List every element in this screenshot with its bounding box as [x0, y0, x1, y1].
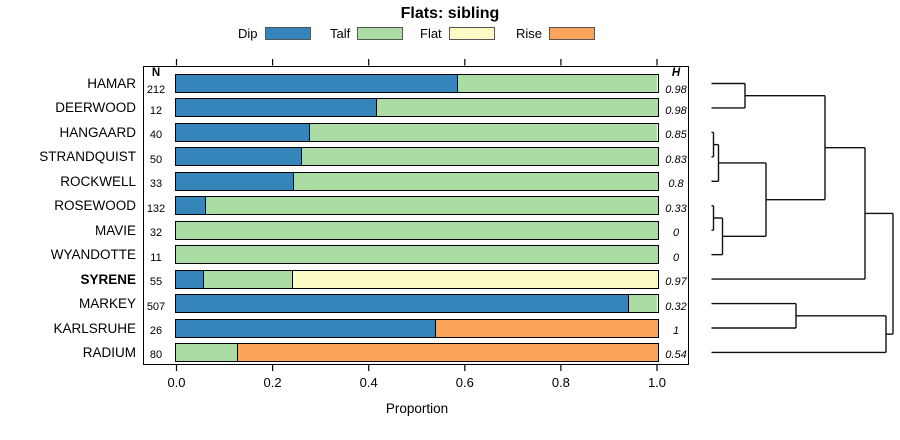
legend-item-flat: Flat: [420, 26, 495, 41]
row-label-hangaard: HANGAARD: [59, 124, 136, 140]
n-value: 32: [149, 227, 163, 240]
row-label-mavie: MAVIE: [94, 222, 136, 238]
bar-segment-talf: [628, 295, 658, 313]
h-value: 0.33: [665, 202, 687, 215]
n-value: 50: [149, 153, 163, 166]
bar-segment-talf: [292, 172, 658, 190]
bar-segment-talf: [205, 197, 658, 215]
legend-label: Flat: [420, 26, 442, 41]
row-label-radium: RADIUM: [82, 344, 136, 360]
bar-segment-dip: [176, 172, 293, 190]
legend-item-talf: Talf: [330, 26, 404, 41]
row-label-rosewood: ROSEWOOD: [54, 198, 136, 214]
legend-item-rise: Rise: [516, 26, 596, 41]
n-value: 11: [150, 251, 162, 264]
stacked-bar-karlsruhe: [175, 318, 659, 338]
bar-segment-flat: [291, 270, 658, 288]
axis-tick-label: 0.8: [551, 375, 570, 390]
stacked-bar-radium: [175, 342, 659, 362]
axis-tick-label: 0.4: [359, 375, 378, 390]
h-value: 0.32: [665, 300, 687, 313]
h-value: 0.98: [665, 84, 687, 96]
n-value: 80: [149, 349, 163, 362]
stacked-bar-syrene: [175, 269, 659, 289]
bar-segment-dip: [176, 295, 629, 313]
stacked-bar-mavie: [175, 220, 659, 240]
row-label-strandquist: STRANDQUIST: [39, 149, 136, 165]
row-label-deerwood: DEERWOOD: [55, 100, 136, 116]
axis-tick-label: 0.0: [167, 375, 186, 390]
axis-tick-label: 0.6: [455, 375, 474, 390]
bar-segment-dip: [176, 270, 204, 288]
chart-title: Flats: sibling: [400, 5, 500, 22]
legend-swatch-rise: [549, 27, 596, 40]
h-value: 0: [672, 227, 680, 240]
legend-label: Dip: [238, 26, 258, 41]
bar-segment-dip: [176, 99, 377, 117]
legend-swatch-dip: [264, 27, 311, 40]
legend-label: Rise: [516, 26, 543, 41]
h-value: 0.85: [665, 129, 687, 142]
n-value: 12: [149, 104, 163, 117]
h-value: 0.54: [665, 349, 687, 362]
bar-segment-dip: [176, 197, 206, 215]
legend-label: Talf: [330, 26, 351, 41]
h-column-header: H: [671, 67, 681, 79]
bar-segment-dip: [176, 123, 309, 141]
row-label-rockwell: ROCKWELL: [60, 173, 136, 189]
stacked-bar-hamar: [175, 74, 659, 93]
n-column-header: N: [151, 67, 161, 79]
stacked-bar-markey: [175, 294, 659, 314]
row-label-markey: MARKEY: [78, 296, 136, 312]
legend-item-dip: Dip: [238, 26, 311, 41]
h-value: 0.8: [668, 178, 684, 191]
h-value: 1: [672, 325, 680, 337]
n-value: 40: [149, 129, 163, 142]
n-value: 55: [149, 276, 163, 289]
stacked-bar-rosewood: [175, 196, 659, 216]
row-label-syrene: SYRENE: [80, 271, 136, 287]
axis-tick-label: 1.0: [647, 375, 667, 390]
plot-frame: [143, 65, 689, 365]
row-label-hamar: HAMAR: [87, 76, 136, 91]
legend-swatch-flat: [448, 27, 495, 40]
n-value: 26: [149, 325, 163, 337]
h-value: 0: [672, 251, 680, 264]
bar-segment-talf: [301, 148, 658, 166]
n-value: 507: [146, 300, 166, 313]
stacked-bar-hangaard: [175, 122, 659, 142]
stacked-bar-deerwood: [175, 98, 659, 118]
bar-segment-talf: [203, 270, 292, 288]
bar-segment-talf: [176, 221, 658, 239]
bar-segment-talf: [308, 123, 658, 141]
stacked-bar-strandquist: [175, 147, 659, 167]
legend-swatch-talf: [357, 27, 404, 40]
bar-segment-talf: [176, 343, 238, 361]
bar-segment-talf: [457, 75, 658, 92]
row-label-karlsruhe: KARLSRUHE: [53, 320, 136, 336]
bar-segment-rise: [435, 319, 658, 337]
bar-segment-talf: [376, 99, 658, 117]
h-value: 0.83: [665, 153, 687, 166]
bar-segment-dip: [176, 148, 302, 166]
h-value: 0.98: [665, 104, 687, 117]
stacked-bar-wyandotte: [175, 245, 659, 265]
n-value: 212: [146, 84, 166, 96]
bar-segment-dip: [176, 319, 436, 337]
axis-tick-label: 0.2: [263, 375, 282, 390]
n-value: 132: [146, 202, 166, 215]
n-value: 33: [149, 178, 163, 191]
h-value: 0.97: [665, 276, 687, 289]
bar-segment-dip: [176, 75, 458, 92]
bar-segment-talf: [176, 246, 658, 264]
x-axis-title: Proportion: [385, 401, 449, 416]
bar-segment-rise: [237, 343, 658, 361]
row-label-wyandotte: WYANDOTTE: [50, 247, 136, 263]
stacked-bar-rockwell: [175, 171, 659, 191]
